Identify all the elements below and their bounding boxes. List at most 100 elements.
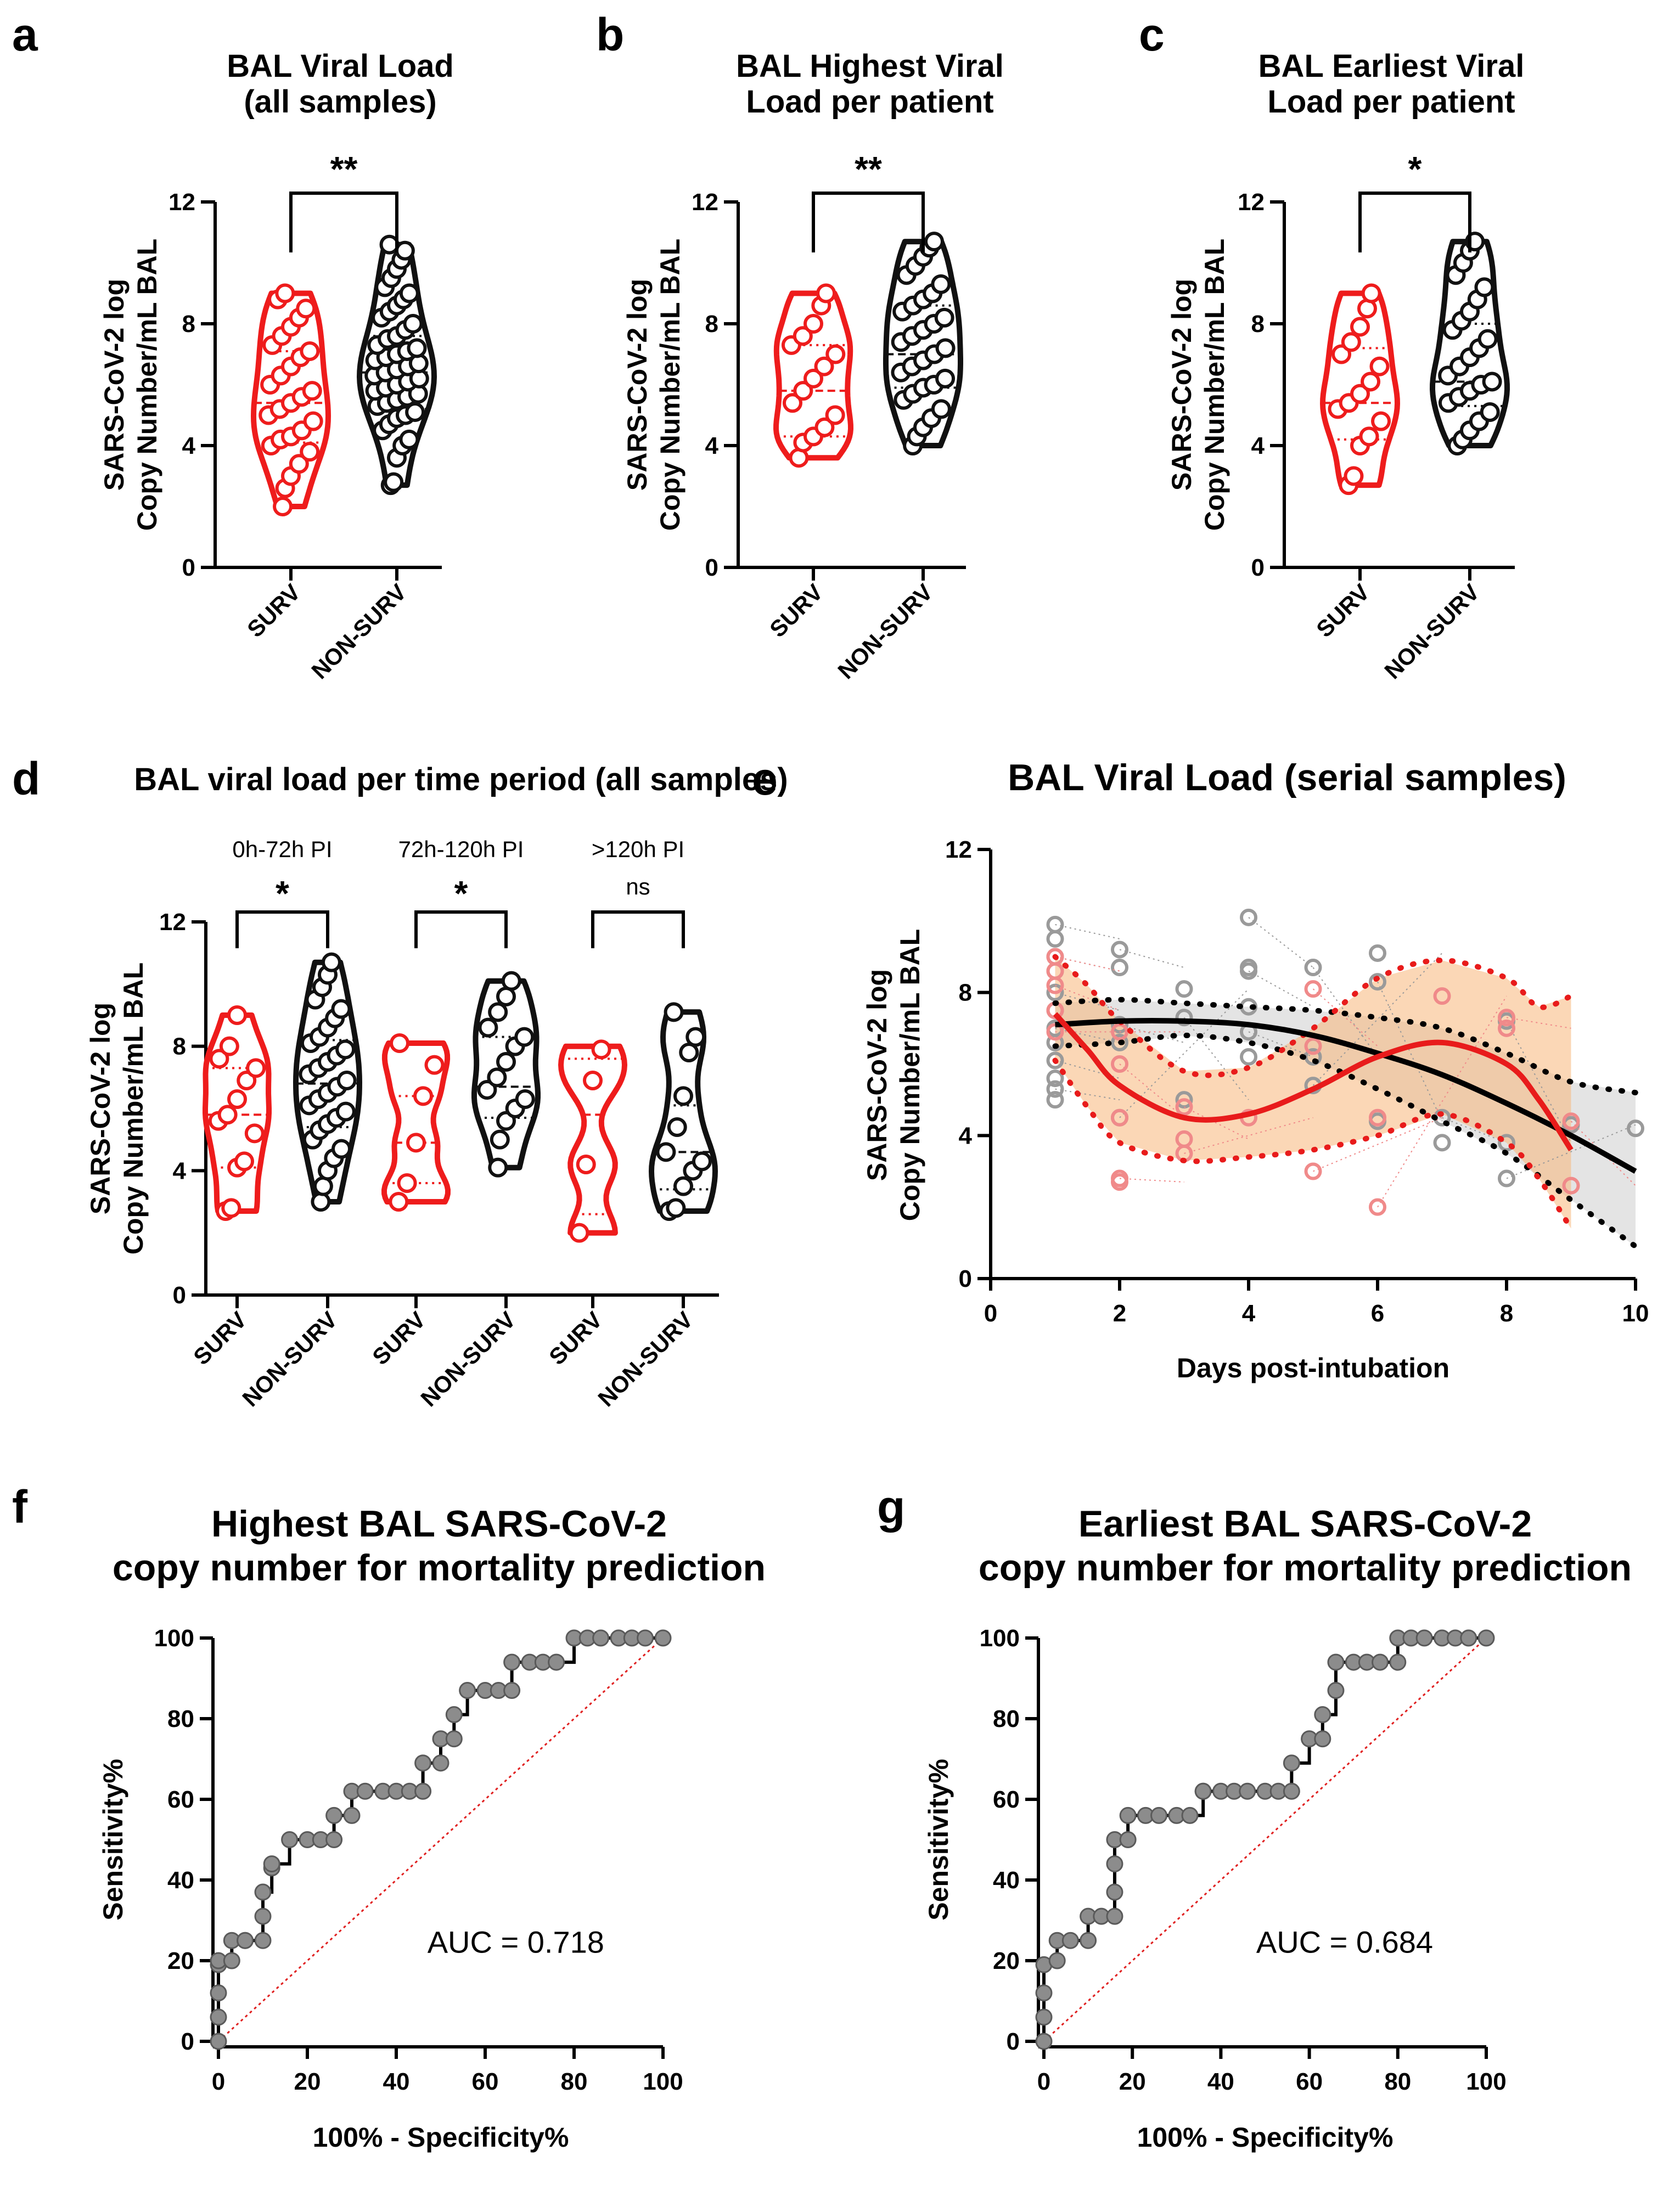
y-tick-label: 0 (705, 554, 718, 581)
chart-title: Load per patient (1267, 84, 1515, 120)
patient-trajectory (1506, 1017, 1571, 1029)
roc-point (1283, 1782, 1300, 1800)
violin-body (471, 978, 541, 1170)
roc-point (1477, 1629, 1495, 1647)
data-point (1371, 411, 1391, 431)
chart-title: copy number for mortality prediction (979, 1547, 1632, 1589)
data-point (490, 1129, 510, 1150)
data-point (296, 299, 316, 319)
roc-point (1460, 1629, 1477, 1647)
data-point (1359, 426, 1379, 447)
data-point (303, 411, 323, 431)
patient-trajectory (1055, 992, 1120, 1011)
panel-letter-d: d (12, 753, 40, 804)
individual-sample-point (1304, 959, 1322, 977)
data-point (219, 1036, 239, 1056)
significance-label: ** (855, 149, 882, 189)
roc-point (503, 1682, 521, 1699)
data-point (273, 497, 293, 516)
individual-sample-point (1046, 1080, 1064, 1098)
x-category-label: SURV (1311, 579, 1374, 642)
x-category-label: SURV (188, 1307, 251, 1370)
data-point (782, 393, 802, 413)
data-point (487, 1067, 507, 1088)
roc-point (254, 1932, 272, 1949)
individual-sample-point (1240, 962, 1257, 980)
data-point (673, 1176, 693, 1196)
data-point (931, 399, 951, 419)
roc-point (592, 1629, 610, 1647)
patient-trajectory (1312, 953, 1443, 1086)
data-point (302, 381, 322, 401)
data-point (413, 1086, 434, 1106)
data-point (488, 1002, 508, 1022)
individual-sample-point (1175, 980, 1193, 998)
x-tick-label: 0 (1037, 2068, 1050, 2095)
data-point (656, 1142, 676, 1162)
violin-body (883, 239, 963, 448)
data-point (384, 472, 404, 492)
data-point (403, 314, 423, 334)
ci-dotted-lower (1052, 1032, 1638, 1249)
significance-bracket (591, 910, 685, 948)
data-point (424, 1055, 445, 1075)
fit-line-surv (1053, 1012, 1574, 1152)
data-point (501, 971, 521, 991)
individual-sample-point (1369, 1198, 1386, 1216)
data-point (275, 283, 295, 303)
roc-point (325, 1806, 343, 1824)
patient-trajectory (1248, 970, 1313, 1007)
y-tick-label: 80 (167, 1706, 194, 1732)
y-tick-label: 4 (705, 432, 719, 459)
data-point (1477, 329, 1498, 349)
data-point (227, 1089, 247, 1109)
patient-trajectory (1119, 1024, 1184, 1043)
violin-body (381, 1040, 451, 1205)
data-point (390, 1033, 410, 1053)
y-axis-label: Copy Number/mL BAL (132, 239, 162, 531)
x-tick-label: 60 (1296, 2068, 1323, 2095)
x-category-label: SURV (544, 1307, 607, 1370)
x-category-label: NON-SURV (415, 1307, 520, 1411)
individual-sample-point (1304, 1037, 1322, 1055)
roc-point (432, 1754, 450, 1772)
roc-point (1080, 1932, 1097, 1949)
data-point (217, 1105, 238, 1125)
roc-point (263, 1855, 280, 1873)
data-point (234, 1151, 254, 1172)
auc-annotation: AUC = 0.684 (1256, 1924, 1433, 1959)
patient-trajectory (1377, 981, 1443, 1122)
data-point (244, 1123, 265, 1144)
x-axis-label: 100% - Specificity% (1137, 2122, 1394, 2153)
data-point (397, 1173, 417, 1193)
chart-title: BAL Viral Load (227, 48, 454, 84)
data-point (793, 326, 813, 346)
panel-letter-a: a (12, 9, 38, 60)
data-point (814, 417, 835, 437)
chart-e: e BAL Viral Load (serial samples) 0 4 8 12 SAR… (752, 753, 1649, 1383)
data-point (804, 368, 823, 389)
y-tick-label: 8 (959, 980, 972, 1006)
patient-trajectory (1248, 917, 1314, 968)
significance-bracket (289, 192, 398, 252)
patient-trajectory (1442, 1117, 1507, 1144)
roc-point (210, 2033, 227, 2050)
data-point (576, 1155, 596, 1174)
individual-sample-point (1562, 1177, 1580, 1195)
significance-bracket (812, 192, 925, 252)
y-tick-label: 0 (181, 2028, 194, 2055)
chart-a: a BAL Viral Load(all samples) 0 4 8 12 SARS-Co… (12, 9, 454, 684)
roc-point (445, 1730, 463, 1748)
data-point (935, 338, 956, 358)
y-tick-label: 0 (1251, 554, 1265, 581)
data-point (406, 1133, 426, 1153)
patient-trajectory (1119, 949, 1184, 969)
y-tick-label: 12 (692, 189, 718, 216)
roc-point (237, 1932, 254, 1949)
y-tick-label: 12 (168, 189, 195, 216)
significance-bracket (235, 910, 329, 948)
individual-sample-point (1111, 1173, 1128, 1191)
data-point (311, 1192, 331, 1212)
